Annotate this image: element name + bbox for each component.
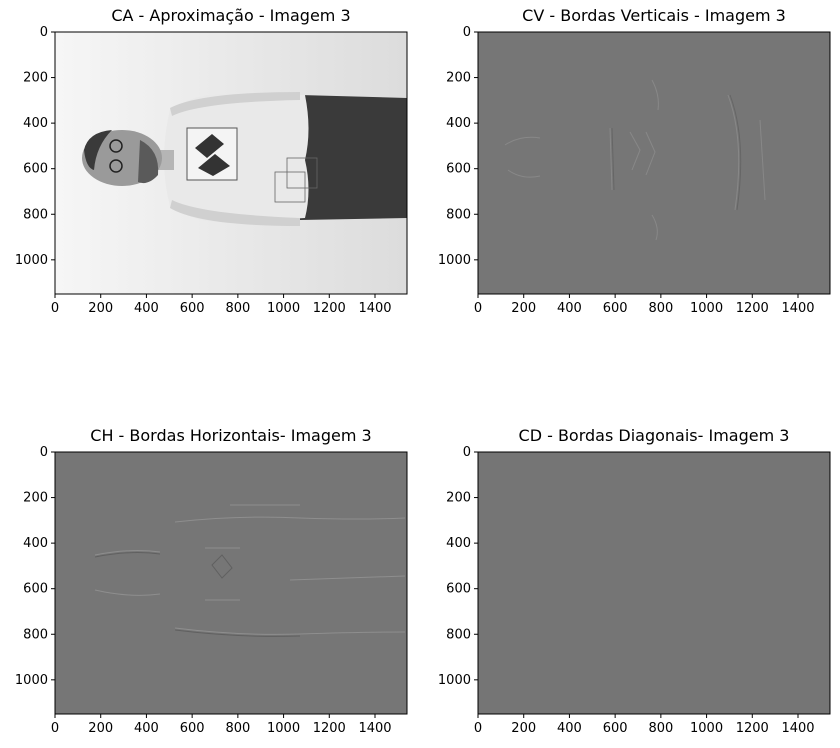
y-ticks-cv: 0 200 400 600 800 1000 [438,25,478,268]
y-tick-label: 600 [23,162,48,177]
y-tick-label: 0 [463,25,471,40]
photo-ca [55,32,407,294]
x-tick-label: 0 [51,721,59,736]
panel-title: CD - Bordas Diagonais- Imagem 3 [518,426,790,445]
y-tick-label: 400 [23,116,48,131]
y-tick-label: 0 [40,25,48,40]
x-tick-label: 800 [225,301,250,316]
y-tick-label: 400 [23,536,48,551]
panel-title: CA - Aproximação - Imagem 3 [111,6,351,25]
x-tick-label: 200 [511,721,536,736]
x-tick-label: 1200 [736,301,769,316]
panel-title: CH - Bordas Horizontais- Imagem 3 [90,426,372,445]
y-tick-label: 0 [463,445,471,460]
x-tick-label: 400 [134,721,159,736]
x-tick-label: 600 [180,721,205,736]
x-tick-label: 0 [51,301,59,316]
y-tick-label: 200 [446,71,471,86]
y-tick-label: 800 [23,207,48,222]
x-tick-label: 1000 [690,721,723,736]
x-tick-label: 200 [88,301,113,316]
x-tick-label: 1200 [313,721,346,736]
panel-title: CV - Bordas Verticais - Imagem 3 [522,6,786,25]
edge-image-ch [55,452,407,714]
x-tick-label: 0 [474,301,482,316]
x-tick-label: 1000 [267,721,300,736]
y-tick-label: 0 [40,445,48,460]
y-tick-label: 800 [446,627,471,642]
x-tick-label: 200 [511,301,536,316]
x-ticks-cd: 0 200 400 600 800 1000 1200 1400 [474,714,815,736]
y-ticks-cd: 0 200 400 600 800 1000 [438,445,478,688]
x-tick-label: 800 [648,301,673,316]
y-tick-label: 200 [446,491,471,506]
x-ticks-cv: 0 200 400 600 800 1000 1200 1400 [474,294,815,316]
x-tick-label: 0 [474,721,482,736]
edge-image-cd [478,452,830,714]
x-tick-label: 800 [648,721,673,736]
x-ticks-ca: 0 200 400 600 800 1000 1200 1400 [51,294,392,316]
x-tick-label: 1400 [358,301,391,316]
y-tick-label: 600 [446,162,471,177]
x-tick-label: 600 [603,721,628,736]
x-tick-label: 1200 [313,301,346,316]
x-tick-label: 800 [225,721,250,736]
y-tick-label: 200 [23,71,48,86]
y-tick-label: 1000 [438,673,471,688]
y-ticks-ch: 0 200 400 600 800 1000 [15,445,55,688]
x-tick-label: 1000 [267,301,300,316]
y-tick-label: 800 [446,207,471,222]
x-tick-label: 600 [180,301,205,316]
x-tick-label: 400 [134,301,159,316]
y-ticks-ca: 0 200 400 600 800 1000 [15,25,55,268]
x-tick-label: 1000 [690,301,723,316]
y-tick-label: 1000 [15,673,48,688]
y-tick-label: 800 [23,627,48,642]
y-tick-label: 1000 [438,253,471,268]
x-tick-label: 400 [557,301,582,316]
y-tick-label: 200 [23,491,48,506]
x-tick-label: 1400 [358,721,391,736]
x-ticks-ch: 0 200 400 600 800 1000 1200 1400 [51,714,392,736]
x-tick-label: 1400 [781,721,814,736]
x-tick-label: 200 [88,721,113,736]
y-tick-label: 400 [446,116,471,131]
edge-image-cv [478,32,830,294]
x-tick-label: 1200 [736,721,769,736]
y-tick-label: 600 [446,582,471,597]
y-tick-label: 400 [446,536,471,551]
x-tick-label: 600 [603,301,628,316]
y-tick-label: 600 [23,582,48,597]
y-tick-label: 1000 [15,253,48,268]
x-tick-label: 400 [557,721,582,736]
x-tick-label: 1400 [781,301,814,316]
